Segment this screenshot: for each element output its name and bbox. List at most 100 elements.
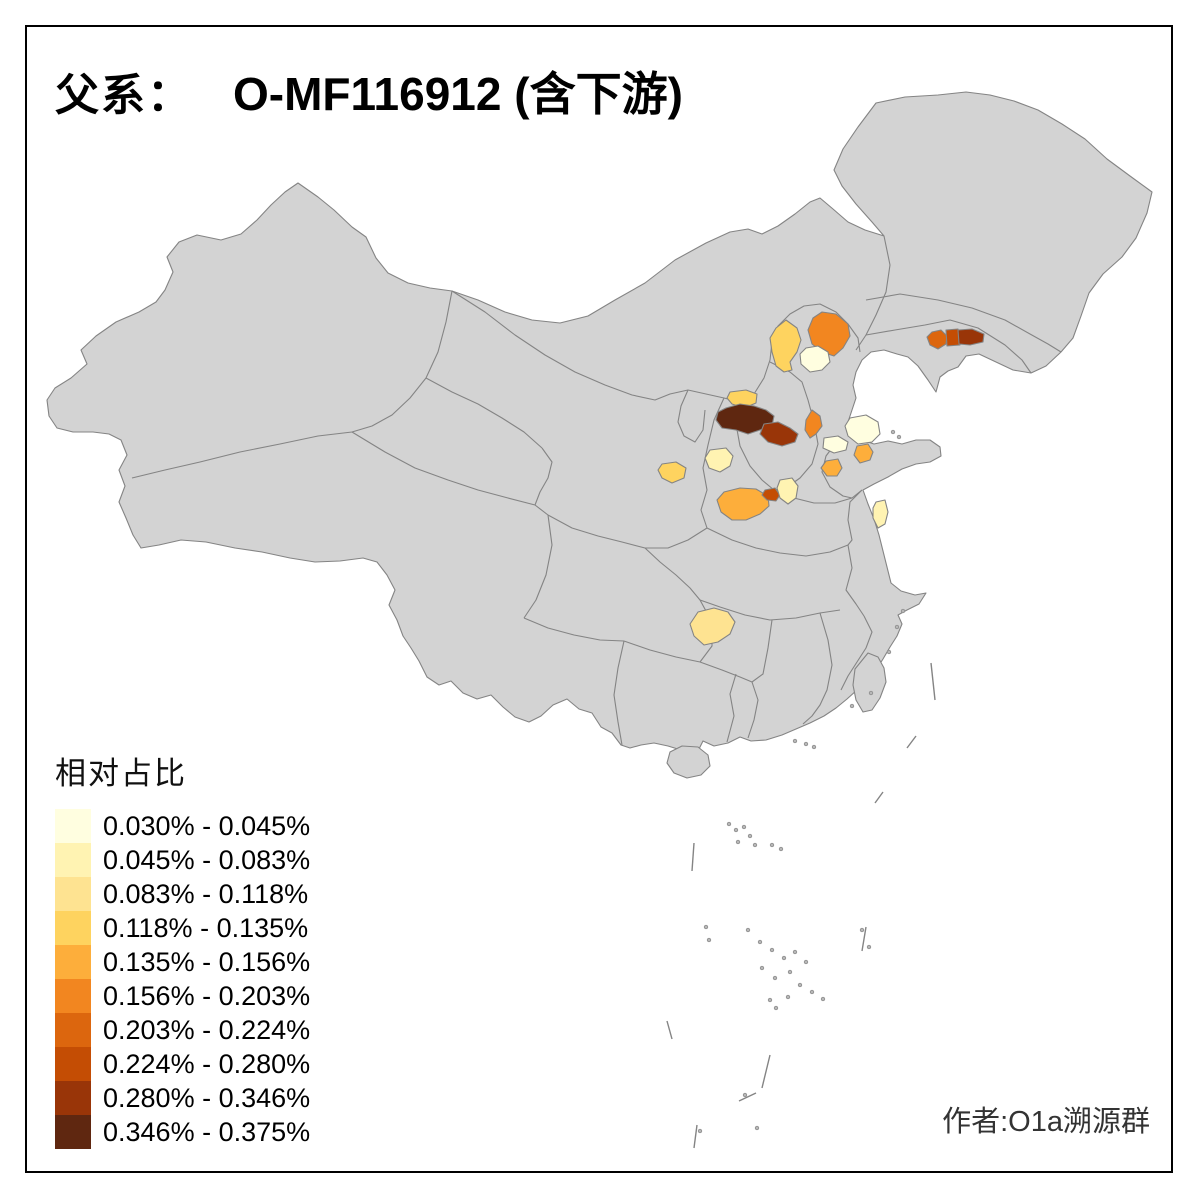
map-region (804, 409, 823, 439)
sea-boundary-dash (906, 735, 917, 749)
legend-swatch (55, 1115, 91, 1149)
legend-label: 0.135% - 0.156% (103, 946, 311, 977)
legend-row: 0.280% - 0.346% (55, 1081, 310, 1115)
map-region (689, 607, 736, 646)
map-region (704, 447, 734, 473)
small-island (781, 955, 787, 961)
map-region (716, 487, 770, 521)
small-island (752, 842, 758, 848)
legend-row: 0.346% - 0.375% (55, 1115, 310, 1149)
province-border (751, 619, 773, 683)
sea-boundary-dash (874, 791, 884, 804)
legend-swatch (55, 809, 91, 843)
province-border (802, 612, 833, 725)
sea-boundary-dash (691, 842, 695, 872)
map-region (853, 443, 874, 464)
legend-label: 0.030% - 0.045% (103, 810, 311, 841)
small-island (726, 821, 732, 827)
small-island (772, 975, 778, 981)
small-island (792, 949, 798, 955)
island-outline (666, 745, 711, 779)
legend-label: 0.156% - 0.203% (103, 980, 311, 1011)
legend-rows: 0.030% - 0.045% 0.045% - 0.083% 0.083% - 0… (55, 809, 310, 1149)
province-border (351, 431, 549, 516)
map-region (715, 403, 775, 435)
small-island (747, 833, 753, 839)
legend-label: 0.118% - 0.135% (103, 912, 309, 943)
map-region (872, 499, 889, 529)
province-border (131, 431, 353, 479)
small-island (792, 738, 798, 744)
island-outline (852, 652, 887, 713)
legend-swatch (55, 979, 91, 1013)
province-border (677, 389, 706, 443)
legend-swatch (55, 843, 91, 877)
legend-title: 相对占比 (55, 756, 187, 791)
small-island (900, 608, 906, 614)
map-region (822, 435, 849, 454)
small-island (733, 827, 739, 833)
plot-title: 父系： O-MF116912 (含下游) (55, 58, 683, 124)
small-island (787, 969, 793, 975)
small-island (785, 994, 791, 1000)
map-region (769, 319, 802, 373)
small-island (706, 937, 712, 943)
map-region (657, 461, 687, 484)
small-island (741, 824, 747, 830)
legend-label: 0.083% - 0.118% (103, 878, 309, 909)
title-main: O-MF116912 (含下游) (233, 68, 683, 120)
province-border (845, 489, 865, 617)
province-border (865, 293, 1062, 353)
sea-boundary-dash (861, 926, 867, 952)
small-island (894, 624, 900, 630)
province-border (855, 235, 891, 351)
province-border (706, 527, 849, 557)
small-island (757, 939, 763, 945)
small-island (735, 839, 741, 845)
small-island (767, 997, 773, 1003)
small-island (868, 690, 874, 696)
legend-swatch (55, 1013, 91, 1047)
small-island (866, 944, 872, 950)
province-border (747, 681, 759, 739)
province-border (840, 615, 873, 691)
sea-boundary-dash (930, 662, 936, 701)
attribution: 作者:O1a溯源群 (942, 1106, 1150, 1138)
map-region (820, 458, 843, 477)
province-border (523, 617, 625, 642)
small-island (745, 927, 751, 933)
legend-swatch (55, 911, 91, 945)
small-island (803, 959, 809, 965)
map-region (799, 345, 831, 373)
legend-row: 0.083% - 0.118% (55, 877, 310, 911)
small-island (811, 744, 817, 750)
map-region (926, 329, 948, 350)
legend-row: 0.030% - 0.045% (55, 809, 310, 843)
small-island (797, 982, 803, 988)
small-island (890, 429, 896, 435)
province-border (351, 290, 453, 433)
sea-boundary-dash (761, 1054, 771, 1089)
province-border (865, 319, 1032, 374)
legend-row: 0.203% - 0.224% (55, 1013, 310, 1047)
small-island (886, 649, 892, 655)
small-island (859, 927, 865, 933)
province-border (623, 640, 701, 663)
mainland-outline (46, 91, 1153, 769)
province-border (821, 439, 853, 499)
small-island (742, 1092, 748, 1098)
title-prefix: 父系： (55, 71, 193, 120)
small-island (820, 996, 826, 1002)
small-island (896, 434, 902, 440)
legend-row: 0.118% - 0.135% (55, 911, 310, 945)
map-region (945, 328, 961, 347)
legend-label: 0.203% - 0.224% (103, 1014, 311, 1045)
legend: 相对占比 0.030% - 0.045% 0.045% - 0.083% 0.083… (55, 748, 310, 1149)
map-region (844, 414, 881, 445)
legend-row: 0.135% - 0.156% (55, 945, 310, 979)
small-island (769, 947, 775, 953)
map-region (759, 421, 799, 447)
legend-label: 0.346% - 0.375% (103, 1116, 311, 1147)
province-border (613, 640, 625, 746)
